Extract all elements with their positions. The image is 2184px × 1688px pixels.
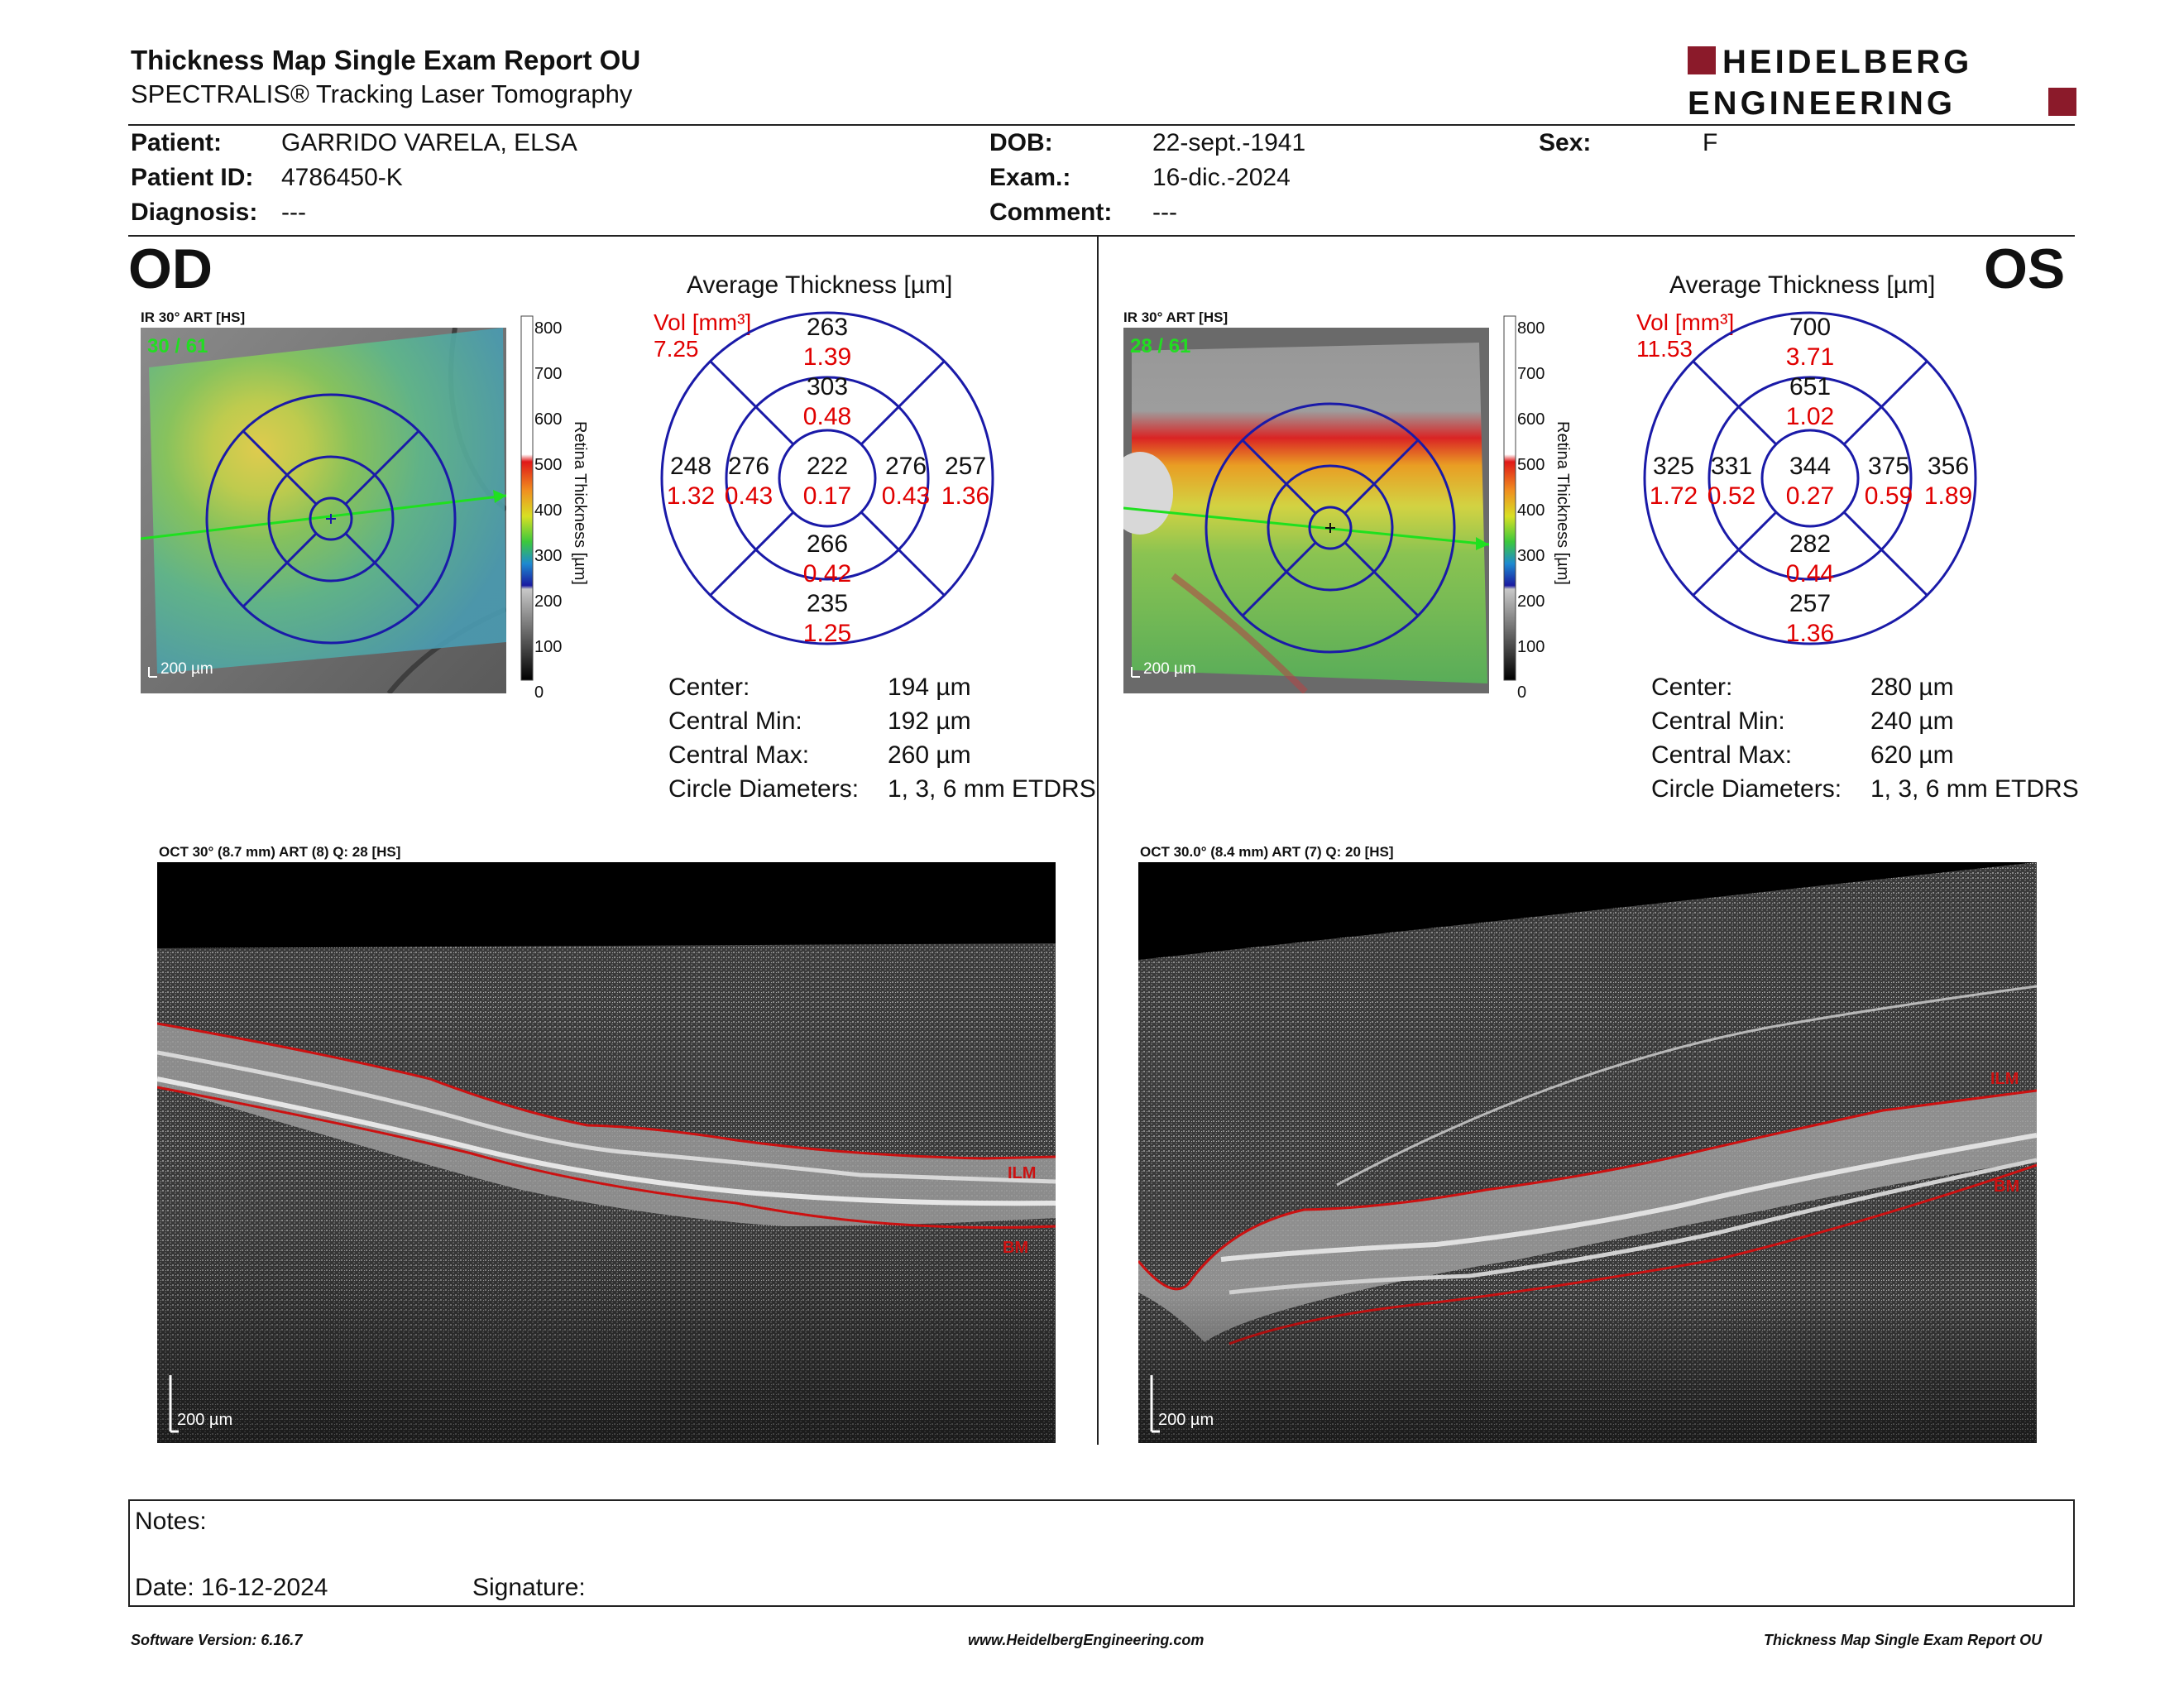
etdrs-od-inner-right: 276 0.43 [881, 453, 931, 510]
avg-thickness-title-os: Average Thickness [µm] [1669, 271, 1936, 299]
colorbar-ticks-os: 800 700 600 500 400 300 200 100 0 [1517, 319, 1545, 702]
sex-value: F [1703, 129, 1718, 156]
etdrs-os-outer-left: 325 1.72 [1649, 453, 1698, 510]
report-subtitle: SPECTRALIS® Tracking Laser Tomography [131, 79, 633, 108]
ir-caption-od: IR 30° ART [HS] [141, 309, 246, 325]
stats-values-os: 280 µm 240 µm 620 µm 1, 3, 6 mm ETDRS [1870, 674, 2079, 803]
oct-caption-od: OCT 30° (8.7 mm) ART (8) Q: 28 [HS] [159, 844, 401, 860]
patient-label: Patient: [131, 129, 223, 156]
etdrs-os-outer-right: 356 1.89 [1923, 453, 1973, 510]
vol-value-od: 7.25 [654, 336, 699, 362]
date-label: Date: 16-12-2024 [135, 1574, 328, 1601]
patient-name: GARRIDO VARELA, ELSA [281, 129, 577, 156]
vol-os: Vol [mm³] 11.53 [1636, 309, 1734, 362]
etdrs-os-inner-right: 375 0.59 [1864, 453, 1913, 510]
etdrs-od-outer-top: 263 1.39 [802, 314, 852, 371]
colorbar-label-od: Retina Thickness [µm] [571, 421, 589, 585]
colorbar-os [1502, 309, 1527, 698]
svg-text:200 µm: 200 µm [160, 660, 213, 678]
signature-label: Signature: [472, 1574, 586, 1601]
stats-labels-od: Center: Central Min: Central Max: Circle D… [668, 674, 860, 803]
etdrs-grid-od [660, 311, 994, 645]
notes-label: Notes: [135, 1508, 207, 1535]
notes-box[interactable]: Notes: Date: 16-12-2024 Signature: [128, 1499, 2075, 1607]
etdrs-od-outer-bottom: 235 1.25 [802, 590, 852, 647]
etdrs-os-inner-top: 651 1.02 [1785, 373, 1835, 430]
svg-text:28 / 61: 28 / 61 [1130, 335, 1190, 357]
exam-value: 16-dic.-2024 [1152, 164, 1291, 191]
exam-label: Exam.: [989, 164, 1071, 191]
eye-label-od: OD [128, 237, 213, 300]
etdrs-od-center: 222 0.17 [802, 453, 852, 510]
colorbar-od [520, 309, 611, 698]
etdrs-od-inner-left: 276 0.43 [724, 453, 774, 510]
svg-text:ILM: ILM [1008, 1164, 1036, 1182]
diagnosis-label: Diagnosis: [131, 199, 258, 226]
vol-label-os: Vol [mm³] [1636, 309, 1735, 335]
etdrs-os-outer-bottom: 257 1.36 [1785, 590, 1835, 647]
svg-text:ENGINEERING: ENGINEERING [1688, 85, 1956, 119]
colorbar-ticks-od: 800 700 600 500 400 300 200 100 0 [534, 319, 563, 702]
svg-text:HEIDELBERG: HEIDELBERG [1722, 45, 1972, 80]
etdrs-od-outer-left: 248 1.32 [666, 453, 716, 510]
svg-text:200 µm: 200 µm [1158, 1411, 1214, 1429]
etdrs-os-center: 344 0.27 [1785, 453, 1835, 510]
vol-label-od: Vol [mm³] [654, 309, 752, 335]
etdrs-os-outer-top: 700 3.71 [1785, 314, 1835, 371]
etdrs-os-inner-bottom: 282 0.44 [1785, 530, 1835, 587]
oct-caption-os: OCT 30.0° (8.4 mm) ART (7) Q: 20 [HS] [1140, 844, 1394, 860]
svg-text:30 / 61: 30 / 61 [147, 335, 208, 357]
center-divider [1097, 237, 1099, 1445]
footer-report-title: Thickness Map Single Exam Report OU [1764, 1632, 2043, 1648]
vol-value-os: 11.53 [1636, 336, 1693, 362]
thickness-map-od: 30 / 61 200 µm [140, 327, 509, 695]
etdrs-od-inner-bottom: 266 0.42 [802, 530, 852, 587]
svg-text:200 µm: 200 µm [1143, 660, 1196, 678]
patient-id-label: Patient ID: [131, 164, 254, 191]
vol-od: Vol [mm³] 7.25 [654, 309, 751, 362]
report-title: Thickness Map Single Exam Report OU [131, 45, 641, 75]
ir-caption-os: IR 30° ART [HS] [1123, 309, 1228, 325]
heidelberg-logo: HEIDELBERG ENGINEERING [1688, 44, 2076, 122]
dob-value: 22-sept.-1941 [1152, 129, 1306, 156]
oct-bscan-od: ILM BM 200 µm [157, 862, 1056, 1443]
patient-id: 4786450-K [281, 164, 403, 191]
sex-label: Sex: [1539, 129, 1592, 156]
etdrs-od-inner-top: 303 0.48 [802, 373, 852, 430]
oct-bscan-os: ILM BM 200 µm [1138, 862, 2037, 1443]
svg-text:BM: BM [1994, 1177, 2019, 1196]
comment-value: --- [1152, 199, 1177, 226]
eye-label-os: OS [1984, 237, 2066, 300]
website-link[interactable]: www.HeidelbergEngineering.com [968, 1632, 1205, 1648]
etdrs-grid-os [1643, 311, 1977, 645]
avg-thickness-title-od: Average Thickness [µm] [687, 271, 953, 299]
stats-labels-os: Center: Central Min: Central Max: Circle D… [1651, 674, 1842, 803]
svg-text:ILM: ILM [1990, 1070, 2019, 1088]
etdrs-os-inner-left: 331 0.52 [1707, 453, 1756, 510]
stats-values-od: 194 µm 192 µm 260 µm 1, 3, 6 mm ETDRS [888, 674, 1096, 803]
svg-text:BM: BM [1003, 1239, 1028, 1257]
colorbar-label-os: Retina Thickness [µm] [1554, 421, 1572, 585]
comment-label: Comment: [989, 199, 1113, 226]
etdrs-od-outer-right: 257 1.36 [941, 453, 990, 510]
diagnosis-value: --- [281, 199, 306, 226]
thickness-map-os: 28 / 61 200 µm [1107, 328, 1490, 694]
software-version: Software Version: 6.16.7 [131, 1632, 303, 1648]
dob-label: DOB: [989, 129, 1053, 156]
svg-text:200 µm: 200 µm [177, 1411, 232, 1429]
